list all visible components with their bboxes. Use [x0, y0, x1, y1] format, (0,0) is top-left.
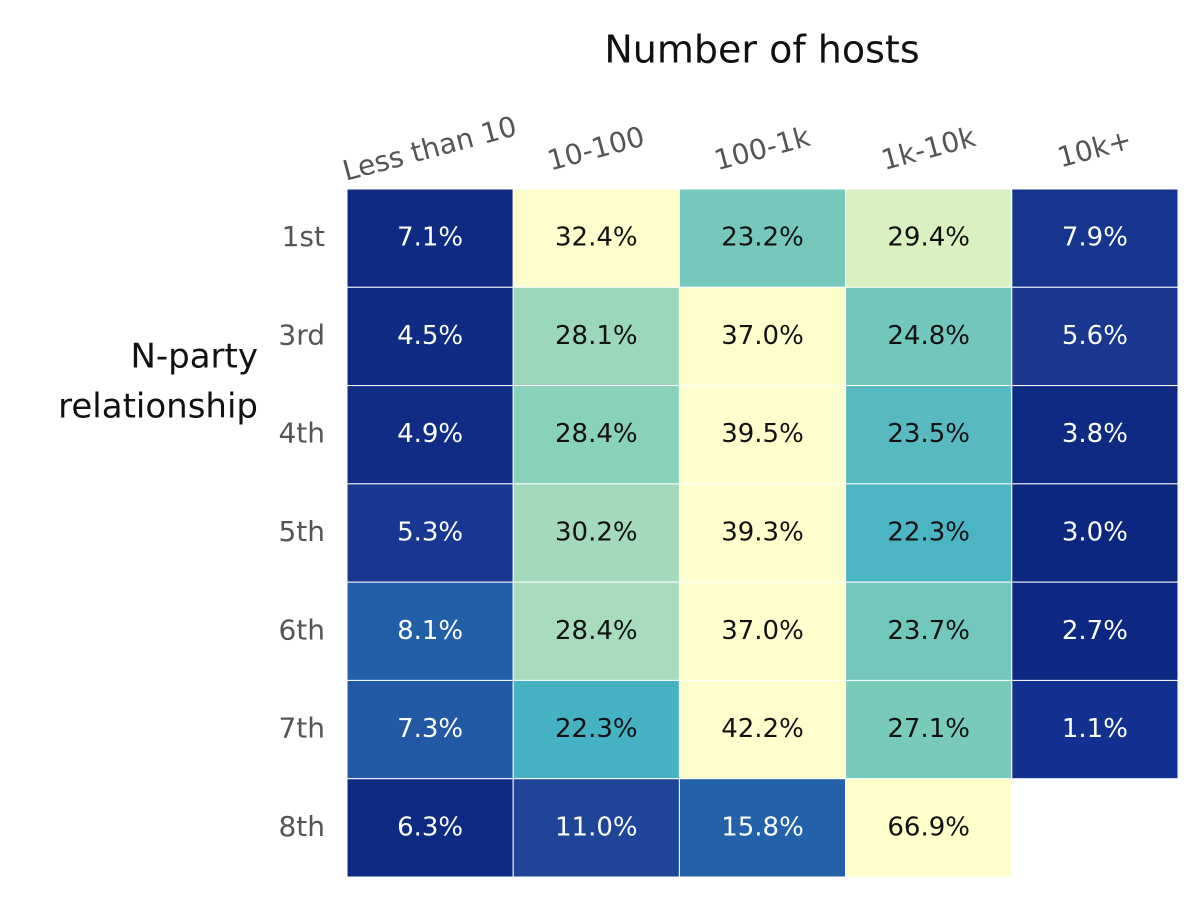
cell-label: 24.8%: [887, 321, 970, 351]
heatmap-cell: [678, 483, 847, 583]
cell-label: 7.1%: [397, 223, 463, 253]
heatmap-cell: [678, 286, 847, 387]
heatmap-cell: [1011, 679, 1179, 780]
cell-label: 11.0%: [555, 812, 638, 842]
heatmap-cell: [346, 778, 514, 878]
heatmap-cell: [512, 679, 680, 780]
cell-label: 15.8%: [721, 812, 804, 842]
cell-label: 22.3%: [555, 714, 638, 744]
column-label: 10-100: [544, 120, 648, 178]
heatmap-cell: [512, 188, 680, 288]
cell-label: 4.5%: [397, 321, 463, 351]
cell-label: 4.9%: [397, 419, 463, 449]
heatmap-cell: [678, 188, 847, 288]
cell-label: 39.3%: [721, 518, 804, 548]
cell-label: 29.4%: [887, 223, 970, 253]
heatmap-cell: [678, 385, 847, 485]
cell-label: 27.1%: [887, 714, 970, 744]
heatmap-cell: [845, 778, 1013, 878]
heatmap-cell: [845, 188, 1013, 288]
heatmap-cell: [1011, 581, 1179, 681]
cell-label: 23.2%: [721, 223, 804, 253]
heatmap-cell: [678, 679, 847, 780]
heatmap-cell: [512, 581, 680, 681]
cell-label: 22.3%: [887, 518, 970, 548]
cell-label: 7.3%: [397, 714, 463, 744]
cell-label: 7.9%: [1062, 223, 1128, 253]
heatmap-cell: [1011, 483, 1179, 583]
cell-label: 28.4%: [555, 616, 638, 646]
heatmap-cell: [512, 483, 680, 583]
heatmap-cell: [346, 581, 514, 681]
row-label: 3rd: [278, 318, 325, 351]
y-axis-label: relationship: [58, 387, 258, 427]
cell-label: 23.7%: [887, 616, 970, 646]
cell-label: 3.8%: [1062, 419, 1128, 449]
heatmap-cell: [1011, 188, 1179, 288]
column-label: 10k+: [1054, 123, 1135, 174]
cell-label: 2.7%: [1062, 616, 1128, 646]
cell-label: 28.4%: [555, 419, 638, 449]
cell-label: 5.3%: [397, 518, 463, 548]
column-label: 1k-10k: [878, 120, 980, 177]
column-label: 100-1k: [711, 120, 815, 177]
cell-label: 23.5%: [887, 419, 970, 449]
cell-label: 42.2%: [721, 714, 804, 744]
cell-label: 8.1%: [397, 616, 463, 646]
cell-label: 39.5%: [721, 419, 804, 449]
row-label: 8th: [278, 810, 325, 843]
cell-label: 30.2%: [555, 518, 638, 548]
cell-label: 6.3%: [397, 812, 463, 842]
row-label: 5th: [278, 515, 325, 548]
row-label: 6th: [278, 613, 325, 646]
heatmap-cell: [1011, 385, 1179, 485]
cell-label: 5.6%: [1062, 321, 1128, 351]
row-label: 1st: [282, 220, 325, 253]
cell-label: 1.1%: [1062, 714, 1128, 744]
cell-label: 66.9%: [887, 812, 970, 842]
heatmap-cell: [678, 581, 847, 681]
cell-label: 28.1%: [555, 321, 638, 351]
chart-title: Number of hosts: [604, 28, 919, 72]
heatmap-cell: [845, 385, 1013, 485]
heatmap-cell: [845, 483, 1013, 583]
cell-label: 3.0%: [1062, 518, 1128, 548]
heatmap-cell: [845, 679, 1013, 780]
cell-label: 32.4%: [555, 223, 638, 253]
cell-label: 37.0%: [721, 321, 804, 351]
y-axis-label: N-party: [130, 337, 258, 377]
column-label: Less than 10: [339, 110, 520, 188]
heatmap-cell: [346, 286, 514, 387]
heatmap-cell: [1011, 286, 1179, 387]
heatmap-cell: [512, 385, 680, 485]
heatmap-cell: [346, 483, 514, 583]
heatmap-cell: [346, 188, 514, 288]
row-label: 4th: [278, 417, 325, 450]
row-label: 7th: [278, 712, 325, 745]
cell-label: 37.0%: [721, 616, 804, 646]
